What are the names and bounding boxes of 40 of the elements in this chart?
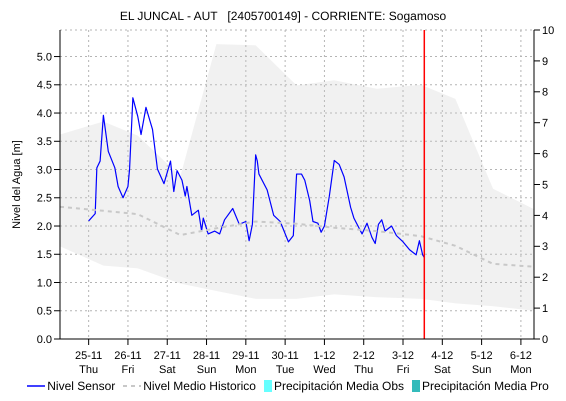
y2-tick-label: 8 bbox=[542, 86, 548, 99]
x-tick-label: 29-11 Mon bbox=[232, 350, 260, 376]
x-tick-label: 5-12 Sun bbox=[470, 350, 493, 376]
y2-tick-label: 9 bbox=[542, 56, 548, 68]
chart-title: EL JUNCAL - AUT [2405700149] - CORRIENTE: Sogamoso bbox=[118, 8, 448, 25]
x-tick-label: 25-11 Thu bbox=[74, 350, 102, 376]
y2-tick-label: 7 bbox=[542, 118, 548, 130]
x-tick-label: 30-11 Tue bbox=[271, 350, 299, 376]
y2-tick-label: 10 bbox=[542, 24, 554, 37]
x-tick-label: 3-12 Fri bbox=[392, 350, 414, 376]
legend-label: Precipitación Media Obs bbox=[274, 379, 404, 393]
x-tick-label: 4-12 Sat bbox=[431, 350, 454, 376]
legend-label: Precipitación Media Pro bbox=[422, 379, 549, 393]
y-tick-label: 0.5 bbox=[36, 306, 52, 318]
y2-tick-label: 4 bbox=[542, 210, 548, 222]
x-tick-label: 6-12 Mon bbox=[510, 350, 532, 376]
y-tick-label: 0.0 bbox=[36, 334, 52, 346]
y-tick-label: 1.5 bbox=[36, 249, 52, 262]
y2-tick-label: 2 bbox=[542, 272, 548, 284]
y-axis-title: Nivel del Agua [m] bbox=[10, 140, 23, 229]
y-tick-label: 1.0 bbox=[36, 277, 52, 290]
x-tick-label: 26-11 Fri bbox=[114, 350, 142, 376]
y-tick-label: 4.5 bbox=[36, 80, 52, 92]
y-tick-label: 5.0 bbox=[36, 51, 52, 64]
x-tick-label: 1-12 Wed bbox=[313, 350, 336, 376]
legend-label: Nivel Medio Historico bbox=[143, 379, 256, 393]
y2-tick-label: 0 bbox=[542, 334, 548, 346]
y2-tick-label: 5 bbox=[542, 179, 548, 192]
x-tick-label: 27-11 Sat bbox=[154, 350, 181, 376]
y2-tick-label: 1 bbox=[542, 303, 548, 316]
y-tick-label: 3.0 bbox=[36, 164, 52, 176]
y-tick-label: 4.0 bbox=[36, 108, 52, 120]
x-tick-label: 28-11 Sun bbox=[192, 350, 220, 376]
legend-label: Nivel Sensor bbox=[47, 379, 116, 393]
y-tick-label: 2.5 bbox=[36, 192, 52, 205]
y2-tick-label: 3 bbox=[542, 241, 548, 254]
x-tick-label: 2-12 Thu bbox=[352, 350, 375, 376]
y-tick-label: 2.0 bbox=[36, 220, 52, 233]
y-tick-label: 3.5 bbox=[36, 136, 52, 148]
y2-tick-label: 6 bbox=[542, 148, 548, 161]
